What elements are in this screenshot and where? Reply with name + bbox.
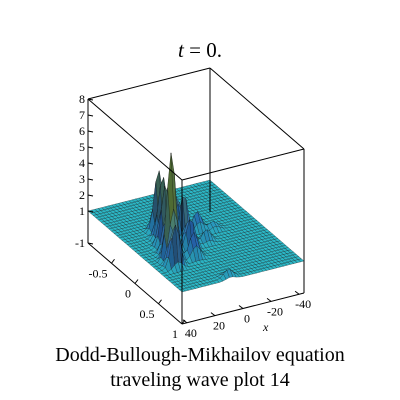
z-tick-label: 7 — [79, 108, 85, 122]
y-tick-label: 0.5 — [140, 307, 155, 321]
z-tick-label: 6 — [79, 124, 85, 138]
caption-line-1: Dodd-Bullough-Mikhailov equation — [55, 344, 345, 366]
z-tick-mark — [87, 130, 94, 133]
box-edge-top-front — [87, 98, 183, 181]
x-tick-mark — [182, 319, 188, 324]
x-tick-mark — [294, 290, 300, 295]
z-tick-mark — [87, 146, 94, 149]
x-tick-label: 0 — [244, 312, 250, 326]
bounding-box-back — [181, 67, 305, 293]
z-tick-mark — [87, 114, 94, 117]
y-tick-label: 0 — [125, 287, 131, 301]
y-tick-mark — [111, 258, 115, 264]
x-axis-ticks: 40 20 0 -20 -40 x — [182, 290, 311, 340]
z-tick-label: 3 — [79, 172, 85, 186]
y-axis-ticks: -0.5 0 0.5 1 — [89, 258, 186, 340]
z-tick-mark — [87, 178, 94, 181]
z-tick-mark — [87, 98, 94, 101]
y-tick-mark — [134, 279, 139, 284]
z-tick-label: 8 — [79, 92, 85, 106]
box-edge-top-back — [209, 67, 305, 150]
y-tick-mark — [158, 299, 162, 305]
x-tick-mark — [266, 297, 272, 302]
x-tick-mark — [238, 305, 244, 309]
figure-caption: Dodd-Bullough-Mikhailov equation traveli… — [0, 343, 400, 393]
z-axis-ticks: 8 7 6 5 4 3 2 1 -1 — [75, 92, 94, 250]
z-tick-label: 2 — [79, 188, 85, 202]
caption-line-2: traveling wave plot 14 — [110, 369, 290, 391]
z-tick-label: 4 — [79, 156, 85, 170]
z-tick-mark — [87, 162, 94, 165]
title-rest: = 0. — [183, 38, 222, 62]
box-edge-top-left — [87, 67, 211, 100]
x-axis-label: x — [262, 320, 269, 334]
z-tick-label: 1 — [79, 204, 85, 218]
z-tick-label: 5 — [79, 140, 85, 154]
bounding-box-front — [87, 67, 305, 325]
x-tick-label: -40 — [295, 297, 311, 311]
x-tick-label: -20 — [267, 304, 283, 318]
z-tick-mark — [87, 242, 94, 245]
x-tick-label: 40 — [185, 326, 197, 340]
z-tick-label: -1 — [75, 236, 85, 250]
title-variable: t — [178, 38, 184, 62]
z-tick-mark — [87, 210, 94, 213]
x-tick-label: 20 — [213, 319, 225, 333]
y-tick-label: -0.5 — [89, 266, 108, 280]
plot-title: t = 0. — [0, 38, 400, 63]
surface-plot: 8 7 6 5 4 3 2 1 -1 -0.5 0 0.5 1 40 20 0 -20 -40 x — [75, 67, 311, 340]
box-edge-top-right — [181, 148, 305, 181]
wave-surface — [87, 152, 305, 293]
y-tick-label: 1 — [172, 327, 178, 340]
z-tick-mark — [87, 194, 94, 197]
x-tick-mark — [210, 312, 216, 317]
